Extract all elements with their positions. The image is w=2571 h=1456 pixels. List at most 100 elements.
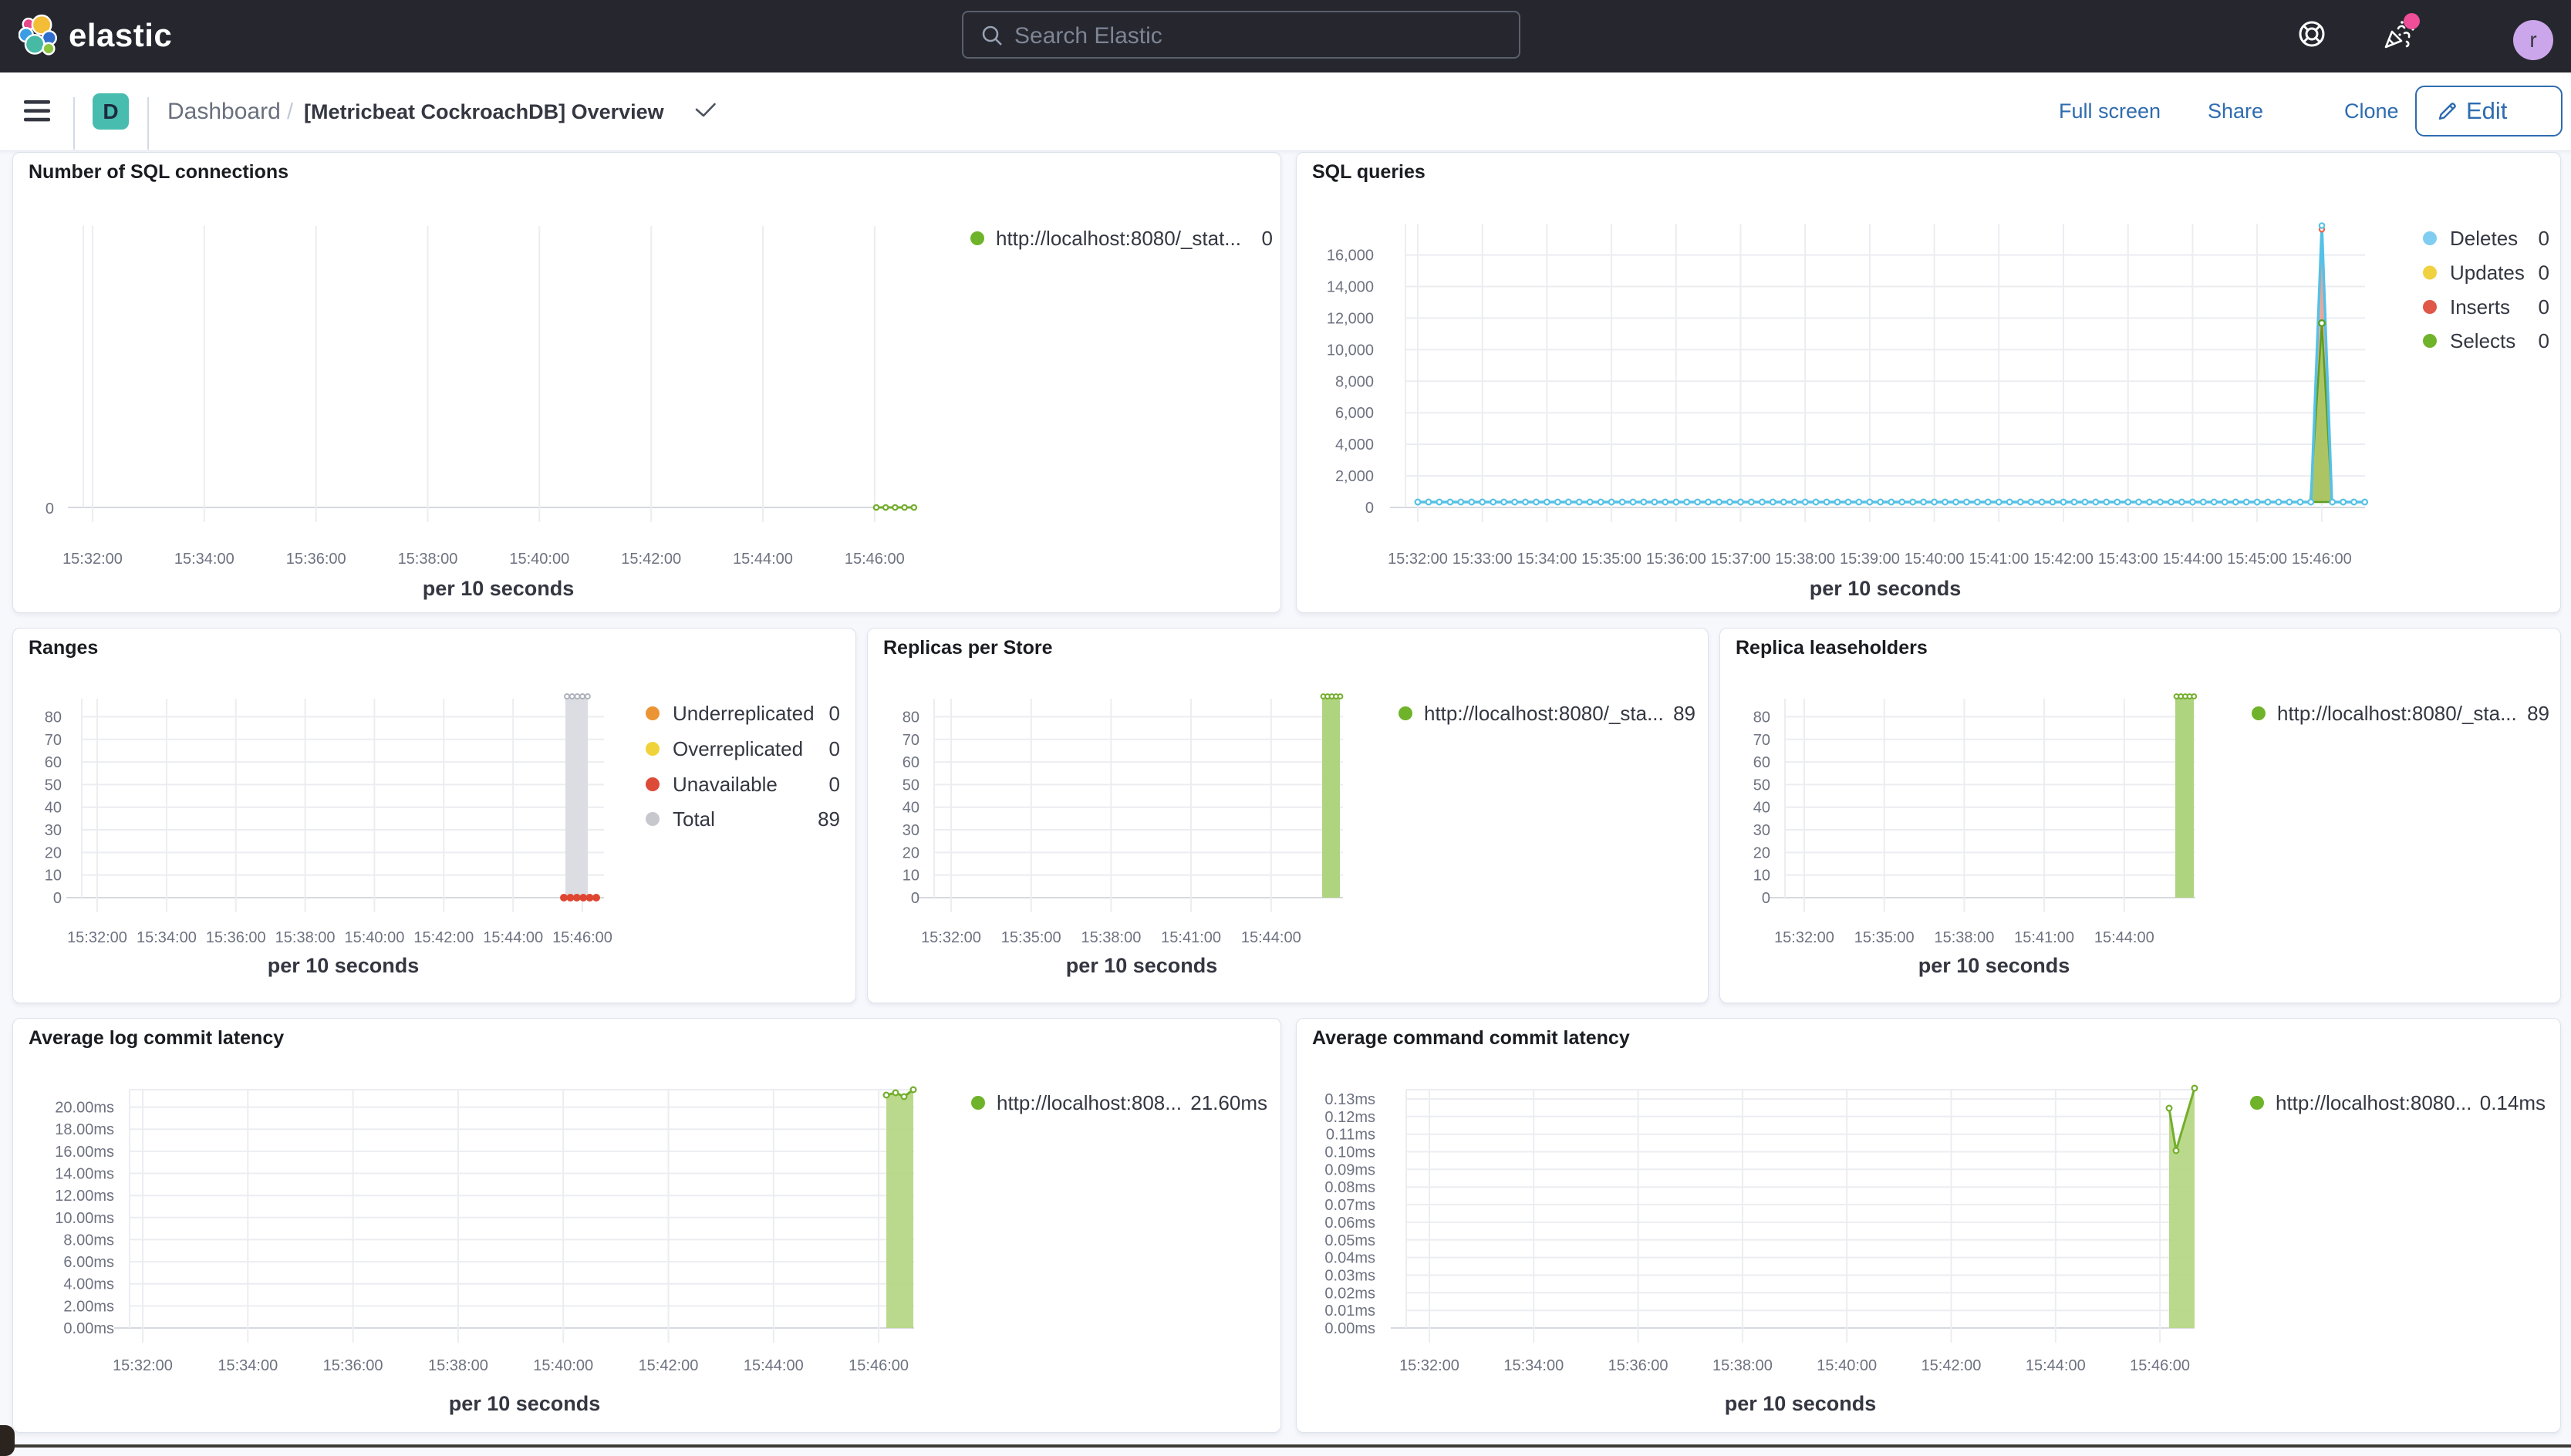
svg-text:15:35:00: 15:35:00 [1001, 929, 1061, 946]
svg-text:0: 0 [911, 890, 919, 907]
svg-text:http://localhost:8080/_sta...: http://localhost:8080/_sta... [2277, 702, 2517, 725]
svg-text:0: 0 [2539, 261, 2549, 285]
svg-text:15:38:00: 15:38:00 [1934, 929, 1994, 946]
svg-text:15:32:00: 15:32:00 [1399, 1357, 1459, 1374]
svg-text:Underreplicated: Underreplicated [673, 702, 815, 725]
svg-text:15:44:00: 15:44:00 [2094, 929, 2154, 946]
svg-text:0.13ms: 0.13ms [1324, 1091, 1375, 1108]
svg-text:0.04ms: 0.04ms [1324, 1250, 1375, 1267]
svg-text:0: 0 [829, 773, 840, 796]
svg-text:per 10 seconds: per 10 seconds [1725, 1392, 1877, 1415]
svg-text:0: 0 [829, 737, 840, 760]
svg-text:16.00ms: 16.00ms [55, 1144, 114, 1161]
svg-text:15:44:00: 15:44:00 [2026, 1357, 2086, 1374]
svg-text:http://localhost:8080/_sta...: http://localhost:8080/_sta... [1424, 702, 1664, 725]
svg-text:per 10 seconds: per 10 seconds [1810, 577, 1962, 600]
svg-text:21.60ms: 21.60ms [1190, 1091, 1267, 1114]
svg-text:15:32:00: 15:32:00 [1774, 929, 1834, 946]
svg-text:10.00ms: 10.00ms [55, 1210, 114, 1227]
svg-text:70: 70 [45, 732, 62, 749]
svg-text:12.00ms: 12.00ms [55, 1188, 114, 1205]
svg-text:15:42:00: 15:42:00 [621, 551, 681, 568]
svg-text:60: 60 [903, 754, 919, 771]
svg-text:0.08ms: 0.08ms [1324, 1179, 1375, 1196]
svg-text:15:40:00: 15:40:00 [1817, 1357, 1877, 1374]
svg-text:15:45:00: 15:45:00 [2227, 551, 2287, 568]
svg-text:15:38:00: 15:38:00 [1081, 929, 1141, 946]
svg-text:0.01ms: 0.01ms [1324, 1303, 1375, 1320]
svg-text:50: 50 [1753, 777, 1770, 794]
svg-text:15:38:00: 15:38:00 [1712, 1357, 1773, 1374]
svg-text:10,000: 10,000 [1327, 342, 1374, 359]
svg-text:15:44:00: 15:44:00 [1241, 929, 1301, 946]
svg-text:15:32:00: 15:32:00 [67, 929, 127, 946]
svg-text:0: 0 [1365, 500, 1374, 517]
svg-text:89: 89 [1673, 702, 1695, 725]
svg-text:10: 10 [903, 868, 919, 885]
svg-text:0.07ms: 0.07ms [1324, 1197, 1375, 1214]
svg-text:15:44:00: 15:44:00 [733, 551, 793, 568]
svg-text:6,000: 6,000 [1335, 405, 1374, 422]
svg-text:0: 0 [2539, 227, 2549, 250]
svg-text:0.05ms: 0.05ms [1324, 1232, 1375, 1249]
svg-text:15:44:00: 15:44:00 [2162, 551, 2222, 568]
svg-text:15:46:00: 15:46:00 [2292, 551, 2352, 568]
svg-text:16,000: 16,000 [1327, 248, 1374, 265]
svg-text:15:41:00: 15:41:00 [2014, 929, 2074, 946]
svg-text:30: 30 [903, 822, 919, 839]
svg-text:50: 50 [45, 777, 62, 794]
svg-text:15:36:00: 15:36:00 [206, 929, 266, 946]
svg-text:Overreplicated: Overreplicated [673, 737, 803, 760]
svg-text:10: 10 [45, 868, 62, 885]
svg-text:Selects: Selects [2450, 329, 2515, 352]
svg-text:Unavailable: Unavailable [673, 773, 778, 796]
svg-text:70: 70 [903, 732, 919, 749]
svg-text:15:34:00: 15:34:00 [174, 551, 234, 568]
svg-text:0.02ms: 0.02ms [1324, 1285, 1375, 1302]
svg-text:14.00ms: 14.00ms [55, 1166, 114, 1183]
svg-text:15:36:00: 15:36:00 [1646, 551, 1706, 568]
svg-text:0.10ms: 0.10ms [1324, 1144, 1375, 1161]
svg-text:15:32:00: 15:32:00 [62, 551, 123, 568]
svg-text:0: 0 [46, 501, 54, 517]
svg-text:15:44:00: 15:44:00 [744, 1357, 804, 1374]
svg-text:per 10 seconds: per 10 seconds [268, 954, 420, 977]
svg-text:per 10 seconds: per 10 seconds [1918, 954, 2070, 977]
svg-text:18.00ms: 18.00ms [55, 1121, 114, 1138]
svg-text:20: 20 [903, 844, 919, 861]
svg-text:0: 0 [53, 890, 62, 907]
svg-text:2.00ms: 2.00ms [63, 1298, 114, 1315]
svg-text:15:34:00: 15:34:00 [137, 929, 197, 946]
svg-text:15:38:00: 15:38:00 [275, 929, 336, 946]
svg-text:40: 40 [1753, 800, 1770, 817]
svg-text:30: 30 [45, 822, 62, 839]
svg-text:15:36:00: 15:36:00 [323, 1357, 383, 1374]
svg-text:http://localhost:808...: http://localhost:808... [997, 1091, 1182, 1114]
svg-text:0.00ms: 0.00ms [63, 1320, 114, 1337]
svg-text:6.00ms: 6.00ms [63, 1254, 114, 1271]
svg-text:15:46:00: 15:46:00 [552, 929, 612, 946]
svg-text:15:42:00: 15:42:00 [639, 1357, 699, 1374]
svg-text:0.12ms: 0.12ms [1324, 1109, 1375, 1126]
svg-text:50: 50 [903, 777, 919, 794]
svg-text:20: 20 [45, 844, 62, 861]
svg-text:15:40:00: 15:40:00 [344, 929, 404, 946]
svg-text:0: 0 [2539, 329, 2549, 352]
svg-text:15:40:00: 15:40:00 [1905, 551, 1965, 568]
svg-text:89: 89 [818, 807, 840, 831]
svg-text:4,000: 4,000 [1335, 436, 1374, 453]
svg-text:per 10 seconds: per 10 seconds [423, 577, 575, 600]
svg-text:15:32:00: 15:32:00 [1388, 551, 1448, 568]
svg-text:80: 80 [45, 709, 62, 726]
svg-text:15:44:00: 15:44:00 [483, 929, 543, 946]
svg-text:8.00ms: 8.00ms [63, 1232, 114, 1249]
svg-text:0.14ms: 0.14ms [2480, 1091, 2546, 1114]
svg-text:15:46:00: 15:46:00 [845, 551, 905, 568]
svg-text:15:41:00: 15:41:00 [1969, 551, 2029, 568]
svg-text:14,000: 14,000 [1327, 279, 1374, 296]
svg-text:15:38:00: 15:38:00 [398, 551, 458, 568]
svg-text:60: 60 [1753, 754, 1770, 771]
svg-text:2,000: 2,000 [1335, 468, 1374, 485]
svg-text:15:40:00: 15:40:00 [509, 551, 569, 568]
svg-text:30: 30 [1753, 822, 1770, 839]
